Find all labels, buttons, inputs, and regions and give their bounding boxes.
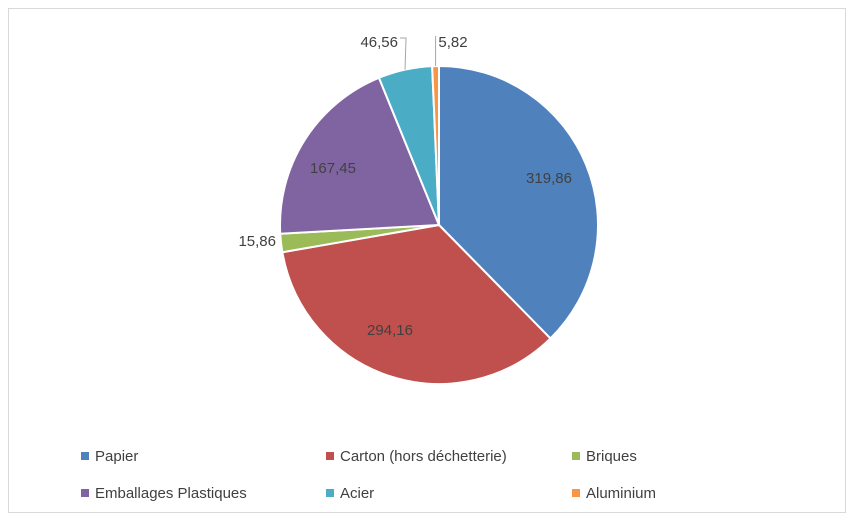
legend-swatch-0: [81, 452, 89, 460]
legend-label-1: Carton (hors déchetterie): [340, 448, 507, 465]
legend-swatch-2: [572, 452, 580, 460]
legend-swatch-3: [81, 489, 89, 497]
legend-swatch-5: [572, 489, 580, 497]
legend-label-0: Papier: [95, 448, 138, 465]
pie-slice-3: [279, 76, 441, 235]
leader-line-4: [400, 37, 407, 70]
data-label-4: 46,56: [360, 34, 398, 51]
pie-slice-1: [281, 223, 552, 385]
pie-slice-0: [438, 64, 599, 340]
data-label-1: 294,16: [367, 322, 413, 339]
legend-label-2: Briques: [586, 448, 637, 465]
legend-swatch-1: [326, 452, 334, 460]
data-label-3: 167,45: [310, 160, 356, 177]
legend-swatch-4: [326, 489, 334, 497]
data-label-2: 15,86: [238, 233, 276, 250]
legend-label-4: Acier: [340, 485, 374, 502]
legend-label-3: Emballages Plastiques: [95, 485, 247, 502]
legend-label-5: Aluminium: [586, 485, 656, 502]
data-label-0: 319,86: [526, 170, 572, 187]
data-label-5: 5,82: [438, 34, 467, 51]
